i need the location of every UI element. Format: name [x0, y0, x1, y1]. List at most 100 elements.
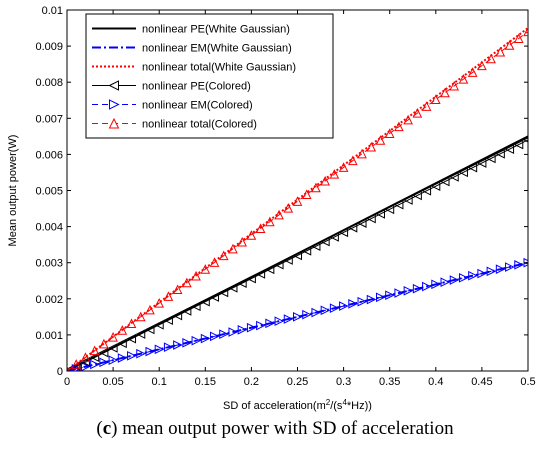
data-point-marker — [476, 158, 487, 168]
x-tick-label: 0.3 — [336, 376, 351, 388]
data-point-marker — [440, 87, 450, 98]
data-point-marker — [366, 141, 377, 152]
y-tick-label: 0.009 — [35, 41, 63, 53]
series-layer — [67, 26, 528, 371]
data-point-marker — [356, 218, 367, 228]
x-tick-label: 0.2 — [244, 376, 259, 388]
data-point-marker — [218, 287, 229, 298]
y-tick-label: 0.004 — [35, 222, 63, 234]
data-point-marker — [394, 121, 404, 132]
legend-marker-sample — [108, 80, 119, 91]
data-point-marker — [135, 329, 146, 339]
data-point-marker — [107, 343, 118, 353]
data-point-marker — [339, 301, 349, 311]
data-point-marker — [320, 236, 330, 247]
data-point-marker — [283, 202, 294, 213]
data-point-marker — [255, 223, 266, 233]
data-point-marker — [449, 275, 460, 285]
data-point-marker — [200, 296, 210, 307]
data-point-marker — [375, 209, 385, 219]
series-line — [67, 31, 528, 371]
series-5 — [67, 257, 528, 371]
data-point-marker — [366, 213, 376, 224]
data-point-marker — [375, 292, 386, 303]
data-point-marker — [108, 355, 119, 365]
legend-label: nonlinear EM(White Gaussian) — [142, 43, 292, 55]
data-point-marker — [403, 286, 414, 296]
data-point-marker — [301, 189, 312, 200]
data-point-marker — [190, 301, 201, 312]
data-point-marker — [421, 101, 432, 111]
data-point-marker — [126, 333, 137, 344]
data-point-marker — [302, 309, 312, 320]
data-point-marker — [338, 227, 349, 238]
data-point-marker — [264, 264, 275, 275]
data-point-marker — [181, 306, 192, 316]
data-point-marker — [163, 291, 174, 301]
data-point-marker — [329, 303, 340, 313]
x-tick-label: 0.1 — [152, 376, 167, 388]
y-tick-label: 0.006 — [35, 149, 63, 161]
data-point-marker — [80, 361, 91, 371]
data-point-marker — [228, 327, 239, 337]
data-point-marker — [172, 310, 183, 321]
x-axis-label: SD of acceleration(m2/(s4*Hz)) — [223, 398, 372, 413]
data-point-marker — [486, 153, 496, 164]
legend-entry: nonlinear total(White Gaussian) — [92, 62, 296, 74]
y-axis-label: Mean output power(W) — [7, 135, 19, 247]
data-point-marker — [458, 167, 468, 178]
y-tick-label: 0.008 — [35, 77, 63, 89]
data-point-marker — [320, 175, 330, 186]
caption-label: c — [102, 418, 112, 439]
data-point-marker — [310, 241, 321, 252]
data-point-marker — [80, 352, 91, 362]
legend-marker-sample — [109, 99, 120, 110]
data-point-marker — [412, 190, 422, 201]
data-point-marker — [237, 278, 247, 289]
data-point-marker — [504, 144, 515, 155]
data-point-marker — [117, 325, 128, 335]
x-tick-label: 0.45 — [471, 376, 492, 388]
x-tick-label: 0.35 — [379, 376, 400, 388]
figure-caption: (c) mean output power with SD of acceler… — [96, 418, 454, 439]
legend-entry: nonlinear EM(White Gaussian) — [92, 43, 292, 55]
data-point-marker — [145, 346, 156, 357]
data-point-marker — [495, 264, 506, 275]
data-point-marker — [458, 273, 469, 283]
data-point-marker — [430, 94, 441, 105]
legend-marker-sample — [108, 117, 120, 129]
data-point-marker — [458, 74, 469, 84]
data-point-marker — [375, 135, 386, 145]
data-point-marker — [228, 243, 238, 254]
data-point-marker — [477, 268, 488, 279]
data-point-marker — [439, 176, 450, 187]
data-point-marker — [246, 273, 256, 284]
data-point-marker — [311, 182, 321, 193]
data-point-marker — [430, 181, 441, 191]
data-point-marker — [283, 255, 293, 265]
data-point-marker — [440, 277, 451, 288]
data-point-marker — [182, 338, 192, 348]
data-point-marker — [191, 335, 202, 346]
legend-label: nonlinear PE(Colored) — [142, 81, 251, 93]
legend-entry: nonlinear total(Colored) — [92, 117, 257, 131]
data-point-marker — [90, 359, 100, 370]
data-point-marker — [273, 259, 284, 270]
x-tick-label: 0.15 — [195, 376, 216, 388]
data-point-marker — [98, 347, 109, 358]
series-4 — [67, 137, 528, 371]
data-point-marker — [449, 172, 459, 182]
data-point-marker — [403, 114, 413, 125]
caption-text: mean output power with SD of acceleratio… — [122, 418, 454, 439]
data-point-marker — [431, 279, 441, 290]
data-point-marker — [126, 318, 137, 328]
data-point-marker — [513, 139, 524, 150]
data-point-marker — [135, 311, 146, 322]
data-point-marker — [274, 316, 285, 326]
data-point-marker — [227, 283, 238, 293]
data-point-marker — [173, 340, 183, 350]
data-point-marker — [348, 299, 358, 309]
data-point-marker — [71, 364, 82, 371]
data-point-marker — [209, 292, 220, 302]
legend-label: nonlinear PE(White Gaussian) — [142, 24, 290, 36]
